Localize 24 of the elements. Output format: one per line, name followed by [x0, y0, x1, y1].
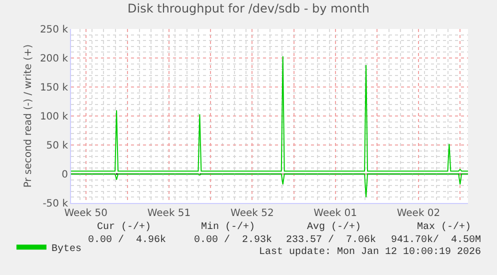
x-tick-label: Week 02 [396, 208, 440, 219]
x-tick-label: Week 01 [314, 208, 357, 219]
y-tick-label: 50 k [46, 140, 68, 152]
y-tick-label: 150 k [40, 82, 68, 94]
y-tick-label: 250 k [40, 24, 68, 36]
text: Last update: Mon Jan 12 10:00:19 2026 [259, 246, 482, 258]
text: Max (-/+) [417, 221, 472, 233]
y-tick-label: 100 k [40, 112, 68, 122]
y-tick-label: 200 k [40, 54, 68, 64]
text: 0.00 / 4.96k [88, 234, 166, 246]
chart-title: Disk throughput for /dev/sdb - by month [128, 2, 370, 16]
y-axis-title: Pr second read (-) / write (+) [22, 44, 34, 188]
text: 941.70k/ 4.50M [391, 234, 482, 246]
y-tick-label: -50 k [42, 198, 68, 210]
x-tick-label: Week 52 [230, 208, 274, 219]
x-tick-label: Week 50 [64, 208, 108, 219]
text: 0.00 / 2.93k [194, 234, 272, 246]
x-tick-label: Week 51 [147, 208, 191, 219]
text: Avg (-/+) [307, 221, 362, 233]
text: Cur (-/+) [97, 221, 152, 233]
text: 233.57 / 7.06k [286, 234, 376, 246]
y-tick-label: 0 [62, 170, 68, 180]
text: Min (-/+) [201, 221, 256, 233]
legend-label: Bytes [51, 244, 82, 255]
